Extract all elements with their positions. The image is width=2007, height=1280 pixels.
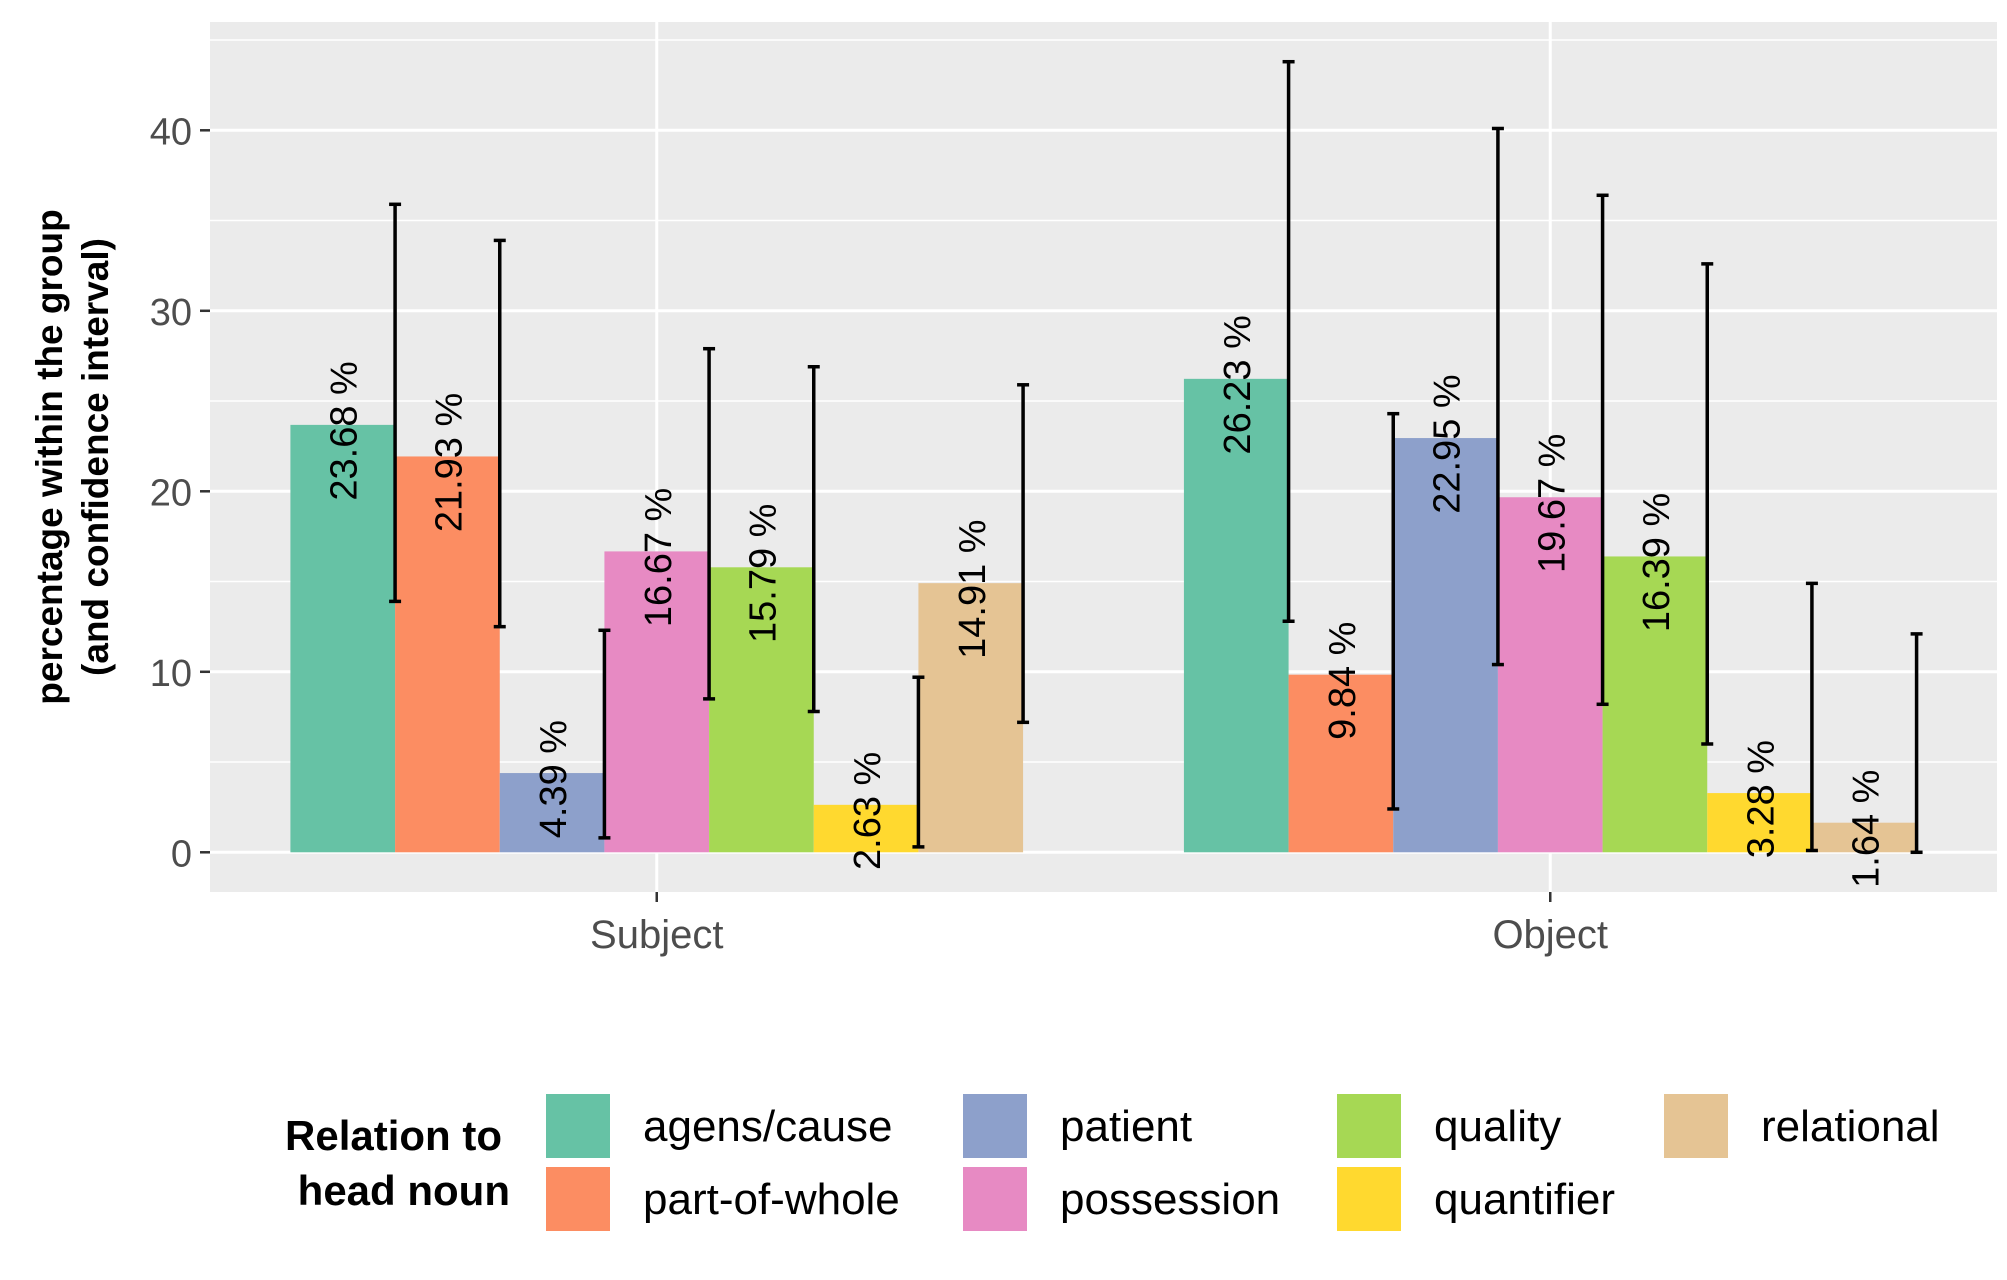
y-axis-title-line-1: percentage within the group xyxy=(29,209,70,704)
bar-part-of-whole-object xyxy=(1288,674,1394,853)
bar-possession-object xyxy=(1497,497,1603,853)
legend-label: part-of-whole xyxy=(643,1175,900,1224)
bar-part-of-whole-subject xyxy=(395,456,500,853)
data-label: 2.63 % xyxy=(847,752,889,870)
legend-swatch xyxy=(961,1092,1029,1160)
legend-swatch xyxy=(544,1092,612,1160)
x-tick-label: Subject xyxy=(590,913,723,957)
bar-patient-subject xyxy=(499,773,605,853)
y-tick-label: 20 xyxy=(150,472,192,514)
legend-swatch xyxy=(1662,1092,1730,1160)
bar-agens-cause-object xyxy=(1183,378,1289,853)
legend-swatch xyxy=(961,1165,1029,1233)
legend-swatch xyxy=(1335,1165,1403,1233)
y-tick-label: 10 xyxy=(150,653,192,695)
data-label: 15.79 % xyxy=(742,504,784,643)
bar-relational-subject xyxy=(918,583,1024,853)
bar-quantifier-object xyxy=(1707,793,1812,853)
axes: 0 10 20 30 40 Subject Object xyxy=(150,111,1608,957)
legend-swatch xyxy=(544,1165,612,1233)
bars xyxy=(290,378,1917,853)
bar-patient-object xyxy=(1393,438,1498,853)
bar-possession-subject xyxy=(604,551,710,853)
y-tick-label: 0 xyxy=(171,833,192,875)
bar-quality-object xyxy=(1602,556,1708,853)
data-label: 9.84 % xyxy=(1322,622,1364,740)
data-label: 23.68 % xyxy=(324,361,366,500)
data-label: 16.67 % xyxy=(638,488,680,627)
bar-agens-cause-subject xyxy=(290,424,396,853)
data-label: 21.93 % xyxy=(428,393,470,532)
legend-label: agens/cause xyxy=(643,1102,893,1151)
data-label: 26.23 % xyxy=(1217,315,1259,454)
data-labels: 23.68 % 26.23 % 21.93 % 9.84 % 4.39 % 22.95 %… xyxy=(324,315,1888,888)
y-axis-title-line-2: (and confidence interval) xyxy=(75,238,116,676)
legend-label: relational xyxy=(1761,1102,1940,1151)
data-label: 3.28 % xyxy=(1741,740,1783,858)
legend-label: patient xyxy=(1060,1102,1192,1151)
legend-label: quality xyxy=(1434,1102,1561,1151)
legend: Relation to head noun agens/cause part-of… xyxy=(285,1092,1940,1233)
legend-items: agens/cause part-of-whole patient possessio… xyxy=(544,1092,1940,1233)
legend-title-line-2: head noun xyxy=(298,1167,510,1214)
data-label: 4.39 % xyxy=(533,720,575,838)
legend-label: possession xyxy=(1060,1175,1280,1224)
legend-label: quantifier xyxy=(1434,1175,1615,1224)
y-tick-label: 40 xyxy=(150,111,192,153)
bar-relational-object xyxy=(1811,822,1917,853)
bar-quantifier-subject xyxy=(813,804,919,853)
data-label: 22.95 % xyxy=(1427,374,1469,513)
bar-quality-subject xyxy=(709,567,814,853)
y-tick-label: 30 xyxy=(150,292,192,334)
legend-swatch xyxy=(1335,1092,1403,1160)
error-bars xyxy=(389,59,1923,855)
data-label: 1.64 % xyxy=(1845,770,1887,888)
data-label: 16.39 % xyxy=(1636,493,1678,632)
x-tick-label: Object xyxy=(1492,913,1608,957)
legend-title-line-1: Relation to xyxy=(285,1112,502,1159)
data-label: 19.67 % xyxy=(1531,434,1573,573)
data-label: 14.91 % xyxy=(952,519,994,658)
